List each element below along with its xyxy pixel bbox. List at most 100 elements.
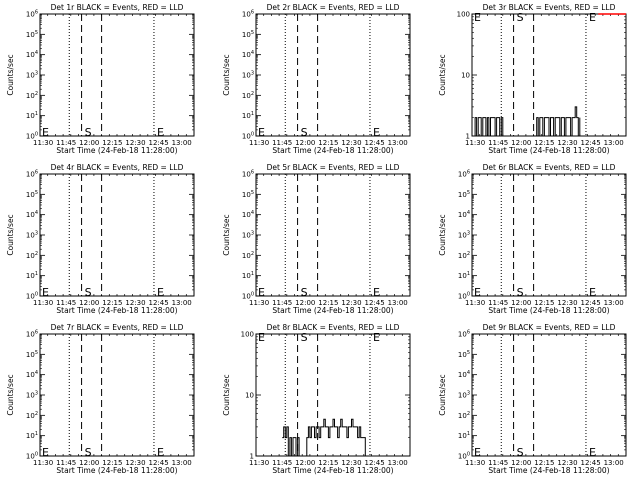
x-tick-label: 12:30 (341, 459, 361, 467)
y-tick-label: 105 (458, 190, 470, 199)
y-tick-label: 102 (242, 91, 254, 100)
y-tick-label: 100 (26, 452, 38, 461)
panel-title: Det 6r BLACK = Events, RED = LLD (483, 163, 616, 172)
panel-title: Det 2r BLACK = Events, RED = LLD (267, 3, 400, 12)
end-marker: E (157, 286, 164, 299)
x-tick-label: 12:45 (580, 299, 600, 307)
x-tick-label: 12:30 (125, 139, 145, 147)
y-axis-label: Counts/sec (438, 214, 447, 255)
plot-frame (471, 333, 627, 457)
y-tick-label: 106 (458, 170, 470, 179)
x-tick-label: 11:30 (33, 459, 53, 467)
y-tick-label: 104 (458, 370, 470, 379)
x-tick-label: 12:15 (318, 299, 338, 307)
detector-panel-1: Det 1r BLACK = Events, RED = LLD 100 101 10… (6, 3, 195, 155)
end-marker: E (157, 446, 164, 459)
x-tick-label: 12:15 (102, 459, 122, 467)
x-tick-label: 13:00 (604, 139, 624, 147)
y-tick-label: 101 (458, 271, 470, 280)
y-tick-label: 1 (250, 453, 254, 461)
y-tick-label: 103 (242, 231, 254, 240)
x-tick-label: 12:30 (341, 299, 361, 307)
end-marker: E (474, 286, 481, 299)
y-tick-label: 106 (26, 170, 38, 179)
y-tick-label: 100 (241, 331, 254, 339)
start-marker: S (517, 11, 524, 24)
start-marker: S (85, 286, 92, 299)
y-tick-label: 104 (26, 370, 38, 379)
x-tick-label: 11:45 (56, 299, 76, 307)
plot-frame (255, 333, 411, 457)
end-marker: E (42, 126, 49, 139)
y-tick-label: 101 (26, 111, 38, 120)
x-tick-label: 12:15 (102, 139, 122, 147)
end-marker: E (589, 446, 596, 459)
y-tick-label: 105 (242, 30, 254, 39)
y-tick-label: 104 (458, 210, 470, 219)
panel-title: Det 3r BLACK = Events, RED = LLD (483, 3, 616, 12)
x-tick-label: 12:30 (125, 299, 145, 307)
events-series-line (282, 418, 367, 457)
y-tick-label: 103 (26, 391, 38, 400)
y-axis-label: Counts/sec (222, 54, 231, 95)
x-tick-label: 12:00 (79, 139, 99, 147)
end-marker: E (157, 126, 164, 139)
y-tick-label: 102 (458, 251, 470, 260)
y-tick-label: 103 (458, 391, 470, 400)
x-tick-label: 12:15 (534, 139, 554, 147)
x-tick-label: 13:00 (172, 299, 192, 307)
y-tick-label: 103 (26, 231, 38, 240)
y-tick-label: 100 (26, 132, 38, 141)
x-tick-label: 11:45 (272, 459, 292, 467)
y-tick-label: 102 (26, 91, 38, 100)
x-tick-label: 12:15 (102, 299, 122, 307)
x-tick-label: 12:15 (318, 139, 338, 147)
plot-frame (39, 173, 195, 297)
y-tick-label: 102 (26, 251, 38, 260)
y-tick-label: 101 (242, 111, 254, 120)
x-tick-label: 11:30 (249, 459, 269, 467)
end-marker: E (474, 11, 481, 24)
y-tick-label: 106 (458, 330, 470, 339)
panel-title: Det 1r BLACK = Events, RED = LLD (51, 3, 184, 12)
detector-panel-9: Det 9r BLACK = Events, RED = LLD 100 101 10… (438, 323, 627, 475)
x-axis-label: Start Time (24-Feb-18 11:28:00) (488, 466, 609, 475)
y-tick-label: 102 (242, 251, 254, 260)
x-tick-label: 11:45 (488, 459, 508, 467)
y-tick-label: 105 (26, 190, 38, 199)
end-marker: E (42, 446, 49, 459)
y-tick-label: 104 (242, 50, 254, 59)
y-tick-label: 100 (457, 11, 470, 19)
x-tick-label: 12:45 (148, 299, 168, 307)
end-marker: E (258, 126, 265, 139)
x-axis-label: Start Time (24-Feb-18 11:28:00) (272, 146, 393, 155)
y-tick-label: 10 (461, 72, 470, 80)
detector-panel-8: Det 8r BLACK = Events, RED = LLD 1 10 100 11… (222, 323, 411, 475)
x-tick-label: 11:45 (272, 139, 292, 147)
detector-panel-6: Det 6r BLACK = Events, RED = LLD 100 101 10… (438, 163, 627, 315)
x-tick-label: 11:45 (272, 299, 292, 307)
x-tick-label: 12:00 (511, 299, 531, 307)
panel-title: Det 8r BLACK = Events, RED = LLD (267, 323, 400, 332)
y-tick-label: 106 (26, 10, 38, 19)
y-axis-label: Counts/sec (6, 374, 15, 415)
y-tick-label: 103 (242, 71, 254, 80)
x-axis-label: Start Time (24-Feb-18 11:28:00) (56, 306, 177, 315)
end-marker: E (258, 331, 265, 344)
y-tick-label: 102 (26, 411, 38, 420)
x-tick-label: 12:00 (79, 459, 99, 467)
y-tick-label: 100 (242, 132, 254, 141)
x-tick-label: 13:00 (172, 459, 192, 467)
y-axis-label: Counts/sec (6, 214, 15, 255)
start-marker: S (517, 446, 524, 459)
x-tick-label: 11:30 (249, 139, 269, 147)
end-marker: E (373, 126, 380, 139)
end-marker: E (42, 286, 49, 299)
y-tick-label: 105 (26, 30, 38, 39)
y-tick-label: 101 (26, 431, 38, 440)
x-axis-label: Start Time (24-Feb-18 11:28:00) (272, 466, 393, 475)
y-tick-label: 100 (242, 292, 254, 301)
panel-title: Det 5r BLACK = Events, RED = LLD (267, 163, 400, 172)
x-tick-label: 12:30 (557, 139, 577, 147)
